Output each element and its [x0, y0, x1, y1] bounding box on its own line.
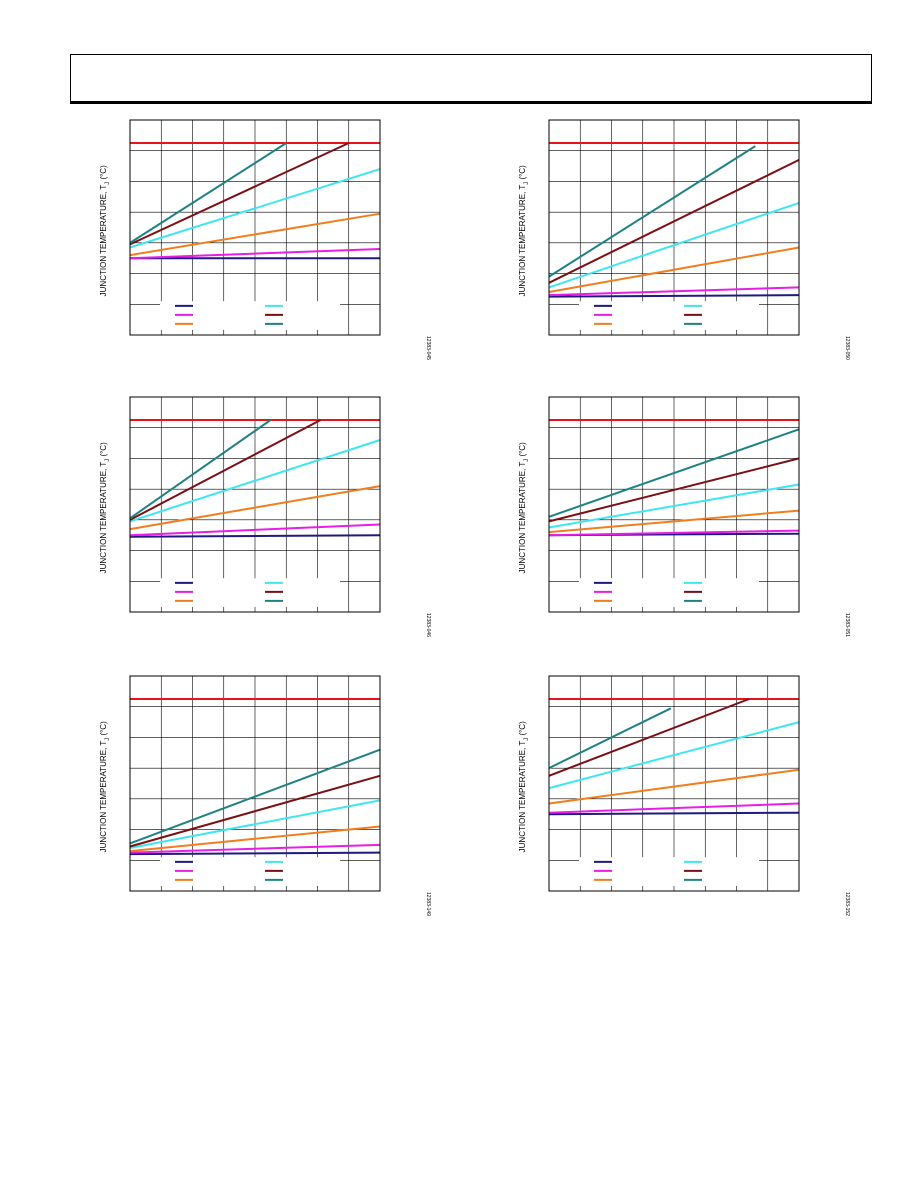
- figure-code: 12383-152: [844, 892, 850, 916]
- series-line-s1: [548, 294, 800, 298]
- page-header-box: [70, 54, 872, 102]
- series-line-s4: [129, 799, 381, 849]
- plot-frame: [129, 675, 381, 892]
- figure-code: 12383-046: [425, 613, 431, 637]
- series-line-s5: [129, 142, 350, 246]
- series-line-s6: [129, 748, 381, 845]
- series-line-s3: [129, 485, 381, 531]
- series-line-s4: [129, 168, 381, 249]
- y-axis-label-unit: (°C): [99, 165, 109, 182]
- y-axis-label-main: JUNCTION TEMPERATURE, T: [99, 184, 109, 297]
- y-axis-label: JUNCTION TEMPERATURE, TJ (°C): [518, 358, 530, 658]
- y-axis-label-sub: J: [104, 737, 111, 741]
- y-axis-label-sub: J: [523, 458, 530, 462]
- plot-frame: [129, 119, 381, 336]
- y-axis-label-unit: (°C): [99, 442, 109, 459]
- series-line-s5: [548, 457, 800, 523]
- series-line-s3: [548, 768, 800, 805]
- figure-code: 12383-045: [425, 336, 431, 360]
- series-line-s2: [129, 843, 381, 854]
- series-line-s3: [129, 212, 381, 257]
- series-line-s2: [129, 248, 381, 260]
- series-line-s5: [129, 419, 322, 521]
- series-line-s3: [129, 825, 381, 853]
- series-line-s3: [548, 246, 800, 293]
- series-line-s4: [129, 439, 381, 523]
- y-axis-label-sub: J: [523, 737, 530, 741]
- series-line-s6: [548, 707, 672, 769]
- y-axis-label: JUNCTION TEMPERATURE, TJ (°C): [99, 81, 111, 381]
- plot-frame: [548, 675, 800, 892]
- y-axis-label-main: JUNCTION TEMPERATURE, T: [518, 740, 528, 853]
- series-line-s2: [548, 529, 800, 537]
- series-line-s6: [548, 145, 756, 278]
- chart-plot: [548, 119, 800, 336]
- series-line-s5: [548, 698, 750, 777]
- y-axis-label-unit: (°C): [518, 442, 528, 459]
- y-axis-label-unit: (°C): [99, 721, 109, 738]
- series-line-s5: [129, 774, 381, 848]
- series-line-s2: [129, 523, 381, 537]
- plot-frame: [129, 396, 381, 613]
- series-line-s6: [129, 142, 287, 244]
- y-axis-label: JUNCTION TEMPERATURE, TJ (°C): [518, 81, 530, 381]
- y-axis-label-sub: J: [104, 458, 111, 462]
- series-line-s6: [129, 419, 272, 520]
- series-line-s1: [129, 851, 381, 856]
- header-rule: [70, 101, 872, 104]
- figure-code: 12383-050: [844, 336, 850, 360]
- y-axis-label-unit: (°C): [518, 721, 528, 738]
- plot-frame: [548, 396, 800, 613]
- y-axis-label: JUNCTION TEMPERATURE, TJ (°C): [99, 637, 111, 937]
- y-axis-label-main: JUNCTION TEMPERATURE, T: [99, 461, 109, 574]
- series-line-s1: [129, 534, 381, 538]
- chart-plot: [129, 675, 381, 892]
- series-line-s2: [548, 286, 800, 297]
- series-line-s4: [548, 721, 800, 790]
- chart-plot: [129, 396, 381, 613]
- y-axis-label: JUNCTION TEMPERATURE, TJ (°C): [99, 358, 111, 658]
- y-axis-label-main: JUNCTION TEMPERATURE, T: [518, 184, 528, 297]
- y-axis-label-sub: J: [104, 181, 111, 185]
- series-line-s1: [548, 811, 800, 816]
- series-line-s2: [548, 802, 800, 814]
- series-line-s6: [548, 428, 800, 518]
- series-line-s5: [548, 159, 800, 284]
- series-line-s4: [548, 483, 800, 529]
- y-axis-label: JUNCTION TEMPERATURE, TJ (°C): [518, 637, 530, 937]
- chart-plot: [548, 675, 800, 892]
- y-axis-label-unit: (°C): [518, 165, 528, 182]
- y-axis-label-main: JUNCTION TEMPERATURE, T: [99, 740, 109, 853]
- y-axis-label-sub: J: [523, 181, 530, 185]
- chart-plot: [129, 119, 381, 336]
- chart-plot: [548, 396, 800, 613]
- series-line-s3: [548, 509, 800, 534]
- series-line-s4: [548, 201, 800, 289]
- figure-code: 12383-051: [844, 613, 850, 637]
- y-axis-label-main: JUNCTION TEMPERATURE, T: [518, 461, 528, 574]
- figure-code: 12383-149: [425, 892, 431, 916]
- plot-frame: [548, 119, 800, 336]
